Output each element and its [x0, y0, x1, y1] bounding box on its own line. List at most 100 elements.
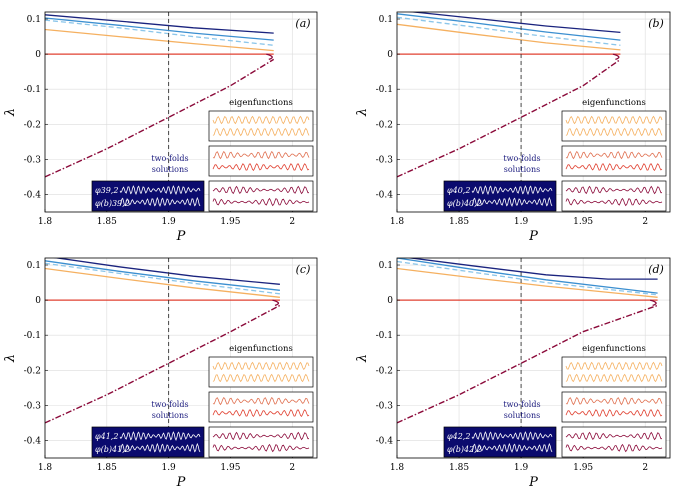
series-line-0	[45, 14, 274, 34]
panel-c: 1.8 1.85 1.9 1.95 2 0.1 0 -0.1 -0.2 -0.3 -0.4 Pλ (c)…	[3, 257, 318, 490]
y-tick-label: -0.4	[376, 190, 394, 200]
eigenfunction-box-1	[208, 145, 314, 177]
x-tick-label: 1.85	[449, 217, 469, 227]
panel-label: (a)	[295, 17, 310, 30]
x-tick-label: 1.85	[97, 463, 117, 473]
y-tick-label: 0.1	[379, 261, 393, 271]
eigenfunction-wave	[212, 115, 310, 125]
eigenfunction-wave	[565, 443, 663, 453]
phi-label-top: φ42,2	[447, 432, 470, 441]
eigenfunction-box-0	[208, 356, 314, 388]
turning-point-curve	[272, 299, 279, 306]
turning-point-curve	[649, 299, 657, 306]
series-group	[397, 12, 621, 178]
series-line-0	[53, 258, 280, 285]
twofold-label-line2: solutions	[152, 411, 188, 420]
eigenfunction-wave	[565, 197, 663, 207]
eigenfunction-box-0	[561, 110, 667, 142]
x-tick-label: 2	[642, 217, 648, 227]
twofold-solutions-box	[91, 426, 205, 458]
x-tick-label: 1.9	[161, 217, 176, 227]
eigenfunction-wave	[212, 443, 310, 453]
series-group	[45, 14, 275, 178]
eigenfunction-wave	[212, 150, 310, 160]
series-line-2	[397, 260, 658, 296]
eigenfunction-box-1	[561, 391, 667, 423]
y-tick-label: 0	[35, 296, 41, 306]
eigenfunction-box-0	[561, 356, 667, 388]
y-tick-label: -0.2	[24, 120, 41, 130]
y-tick-label: -0.1	[376, 85, 393, 95]
y-axis-label: λ	[3, 354, 18, 363]
eigenfunction-wave	[565, 115, 663, 125]
y-tick-label: 0	[387, 50, 393, 60]
y-tick-label: -0.2	[376, 366, 393, 376]
twofold-wave	[119, 442, 201, 453]
x-tick-label: 1.8	[38, 463, 53, 473]
eigenfunction-box-2	[208, 426, 314, 458]
series-group	[45, 258, 281, 424]
y-axis-label: λ	[355, 108, 370, 117]
panel-a: 1.8 1.85 1.9 1.95 2 0.1 0 -0.1 -0.2 -0.3 -0.4 Pλ (a)…	[3, 11, 318, 244]
twofold-wave	[119, 185, 201, 196]
panel-b: 1.8 1.85 1.9 1.95 2 0.1 0 -0.1 -0.2 -0.3 -0.4 Pλ (b)…	[355, 11, 671, 244]
y-tick-label: 0.1	[27, 261, 41, 271]
series-line-3	[397, 267, 658, 298]
x-tick-label: 1.8	[38, 217, 53, 227]
y-tick-label: -0.3	[376, 401, 394, 411]
twofold-label-line2: solutions	[504, 165, 540, 174]
y-tick-label: -0.1	[24, 331, 41, 341]
twofold-label-line1: two-folds	[503, 154, 540, 163]
series-line-3	[45, 28, 274, 52]
x-tick-label: 1.95	[220, 217, 240, 227]
y-tick-label: -0.3	[24, 155, 42, 165]
eigenfunctions-title: eigenfunctions	[582, 98, 646, 108]
twofold-wave	[471, 196, 553, 207]
phi-label-bottom: φ(b)41,2	[95, 445, 130, 454]
phi-label-bottom: φ(b)40,2	[447, 199, 482, 208]
axes-frame	[44, 11, 318, 213]
phi-label-top: φ40,2	[447, 186, 470, 195]
eigenfunction-wave	[565, 373, 663, 383]
eigenfunction-wave	[212, 396, 310, 406]
y-tick-label: -0.4	[24, 436, 42, 446]
series-line-3	[45, 267, 280, 298]
series-line-0	[407, 12, 621, 34]
y-tick-label: -0.1	[376, 331, 393, 341]
twofold-solutions-box	[91, 180, 205, 212]
twofold-wave	[471, 431, 553, 442]
eigenfunction-wave	[565, 127, 663, 137]
panel-d: 1.8 1.85 1.9 1.95 2 0.1 0 -0.1 -0.2 -0.3 -0.4 Pλ (d)…	[355, 257, 671, 490]
x-tick-label: 2	[289, 217, 295, 227]
x-tick-label: 1.9	[514, 463, 529, 473]
y-tick-label: -0.3	[24, 401, 42, 411]
series-line-1	[45, 17, 274, 41]
x-tick-label: 1.8	[390, 217, 405, 227]
series-line-5	[397, 58, 621, 178]
phi-label-top: φ39,2	[95, 186, 118, 195]
series-line-2	[397, 16, 621, 46]
x-tick-label: 2	[289, 463, 295, 473]
eigenfunctions-title: eigenfunctions	[582, 344, 646, 354]
eigenfunction-wave	[565, 409, 663, 418]
x-tick-label: 1.85	[449, 463, 469, 473]
twofold-wave	[471, 185, 553, 196]
eigenfunction-wave	[212, 409, 310, 418]
series-group	[397, 258, 658, 424]
eigenfunction-wave	[565, 150, 663, 160]
eigenfunction-box-1	[208, 391, 314, 423]
y-tick-label: -0.1	[24, 85, 41, 95]
series-line-5	[45, 58, 275, 178]
twofold-solutions-box	[443, 180, 557, 212]
turning-point-curve	[266, 53, 273, 60]
x-axis-label: P	[176, 229, 186, 244]
twofold-wave	[119, 431, 201, 442]
eigenfunction-wave	[565, 163, 663, 172]
x-tick-label: 1.9	[161, 463, 176, 473]
y-tick-label: 0	[35, 50, 41, 60]
axes-frame	[396, 11, 671, 213]
y-axis-label: λ	[3, 108, 18, 117]
y-tick-label: 0.1	[379, 15, 393, 25]
eigenfunction-box-0	[208, 110, 314, 142]
twofold-label-line1: two-folds	[503, 400, 540, 409]
